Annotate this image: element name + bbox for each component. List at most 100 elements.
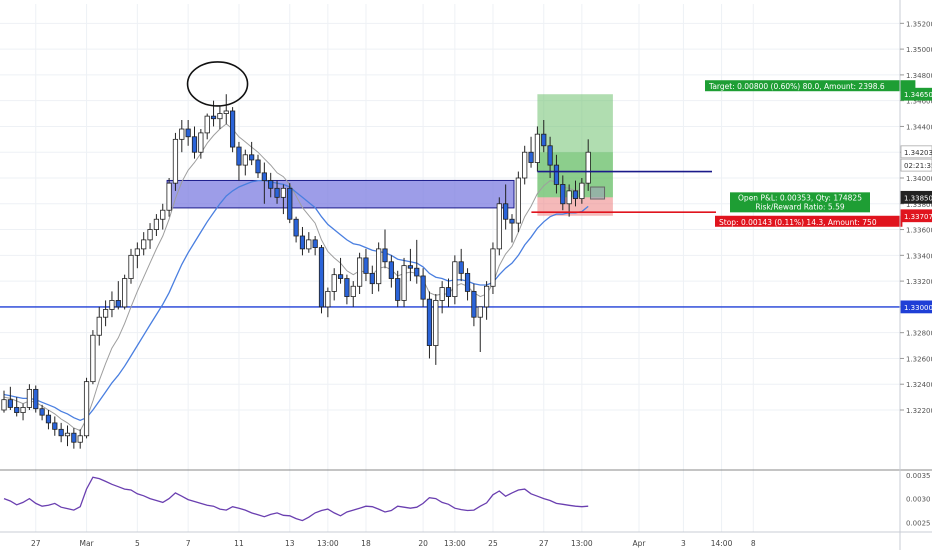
candle-body — [325, 291, 331, 308]
candle — [274, 180, 280, 204]
candle — [141, 232, 147, 256]
resistance-zone[interactable] — [166, 179, 515, 209]
time-tick-label: 27 — [31, 539, 41, 548]
candle — [407, 248, 414, 282]
candle — [350, 281, 356, 307]
candle — [229, 107, 236, 153]
candle-body — [496, 203, 502, 250]
price-tick-label: 1.34000 — [906, 175, 932, 183]
candle — [356, 252, 363, 294]
time-tick-label: Mar — [79, 539, 94, 548]
time-tick-label: 13 — [285, 539, 295, 548]
candle-body — [217, 113, 223, 120]
candle — [58, 422, 64, 443]
price-tick-label: 1.33400 — [906, 252, 932, 260]
candle-body — [26, 388, 33, 408]
candle — [503, 184, 509, 230]
candle — [109, 291, 115, 318]
price-badge — [900, 300, 932, 314]
candle-body — [45, 414, 52, 424]
candle-body — [134, 248, 140, 256]
candle-body — [401, 265, 407, 301]
candle-body — [534, 133, 541, 163]
moving-average-line — [3, 123, 589, 432]
stop-zone[interactable] — [537, 197, 613, 216]
candle-body — [445, 287, 452, 297]
candle — [255, 154, 261, 178]
candle — [223, 94, 229, 124]
candle — [7, 386, 13, 410]
candle — [382, 229, 388, 269]
candle-body — [306, 239, 312, 250]
candle-body — [553, 164, 560, 185]
candle-body — [223, 110, 229, 114]
candle — [509, 214, 515, 243]
stop-label: Stop: 0.00143 (0.11%) 14.3, Amount: 750 — [719, 218, 877, 227]
candle — [458, 248, 464, 282]
candle-body — [7, 399, 13, 408]
candle-body — [77, 435, 83, 443]
candle-body — [52, 422, 58, 430]
candle-body — [439, 287, 445, 301]
price-tick-label: 1.33600 — [906, 227, 932, 235]
candle — [14, 397, 20, 417]
candle-body — [287, 187, 293, 220]
candle — [369, 265, 375, 294]
oscillator-tick-label: 0.0035 — [906, 472, 931, 480]
candle — [515, 171, 521, 233]
candle-body — [33, 388, 39, 410]
candle — [191, 126, 198, 159]
candle — [331, 268, 337, 301]
candle — [541, 120, 547, 153]
candle — [198, 129, 204, 159]
candle-body — [255, 159, 261, 174]
candle-body — [356, 257, 363, 287]
candle-body — [471, 291, 477, 318]
candle-body — [14, 407, 20, 413]
time-tick-label: 3 — [681, 539, 686, 548]
candle-body — [64, 432, 71, 437]
price-tick-label: 1.35000 — [906, 46, 932, 54]
candle-body — [141, 239, 147, 250]
stop-label-bg — [715, 215, 903, 227]
candle-body — [90, 334, 96, 383]
candle — [325, 287, 331, 318]
candle-body — [509, 218, 515, 224]
candle — [344, 274, 350, 305]
candle — [64, 425, 71, 447]
candle-body — [566, 190, 572, 205]
candle — [306, 232, 312, 253]
candle-body — [515, 177, 521, 224]
price-badge — [900, 158, 932, 172]
candle — [1, 390, 7, 413]
circle-drawing[interactable] — [186, 61, 249, 107]
position-handle[interactable] — [590, 186, 606, 200]
candle — [528, 136, 534, 168]
candle-body — [261, 172, 267, 181]
price-badge-label: 02:21:35 — [904, 162, 932, 170]
candle-body — [483, 285, 490, 308]
candle-body — [280, 187, 287, 198]
candle-body — [369, 272, 375, 285]
candle — [579, 178, 585, 204]
price-tick-label: 1.33200 — [906, 278, 932, 286]
price-badge-label: 1.33000 — [904, 304, 932, 312]
pnl-label: Open P&L: 0.00353, Qty: 174825 — [738, 193, 862, 202]
candle-body — [331, 274, 337, 292]
candle — [160, 203, 166, 230]
candle-body — [58, 428, 64, 437]
candle-body — [350, 285, 356, 297]
oscillator-tick-label: 0.0030 — [906, 496, 931, 504]
oscillator-tick-label: 0.0025 — [906, 519, 931, 527]
candle-body — [547, 145, 553, 166]
candle-body — [464, 272, 471, 292]
candle — [420, 268, 426, 307]
candle-body — [229, 110, 236, 148]
candle-body — [210, 115, 217, 120]
price-badge-label: 1.33850 — [904, 194, 932, 202]
candle — [566, 184, 572, 217]
price-badge — [900, 209, 932, 223]
time-tick-label: 7 — [186, 539, 191, 548]
